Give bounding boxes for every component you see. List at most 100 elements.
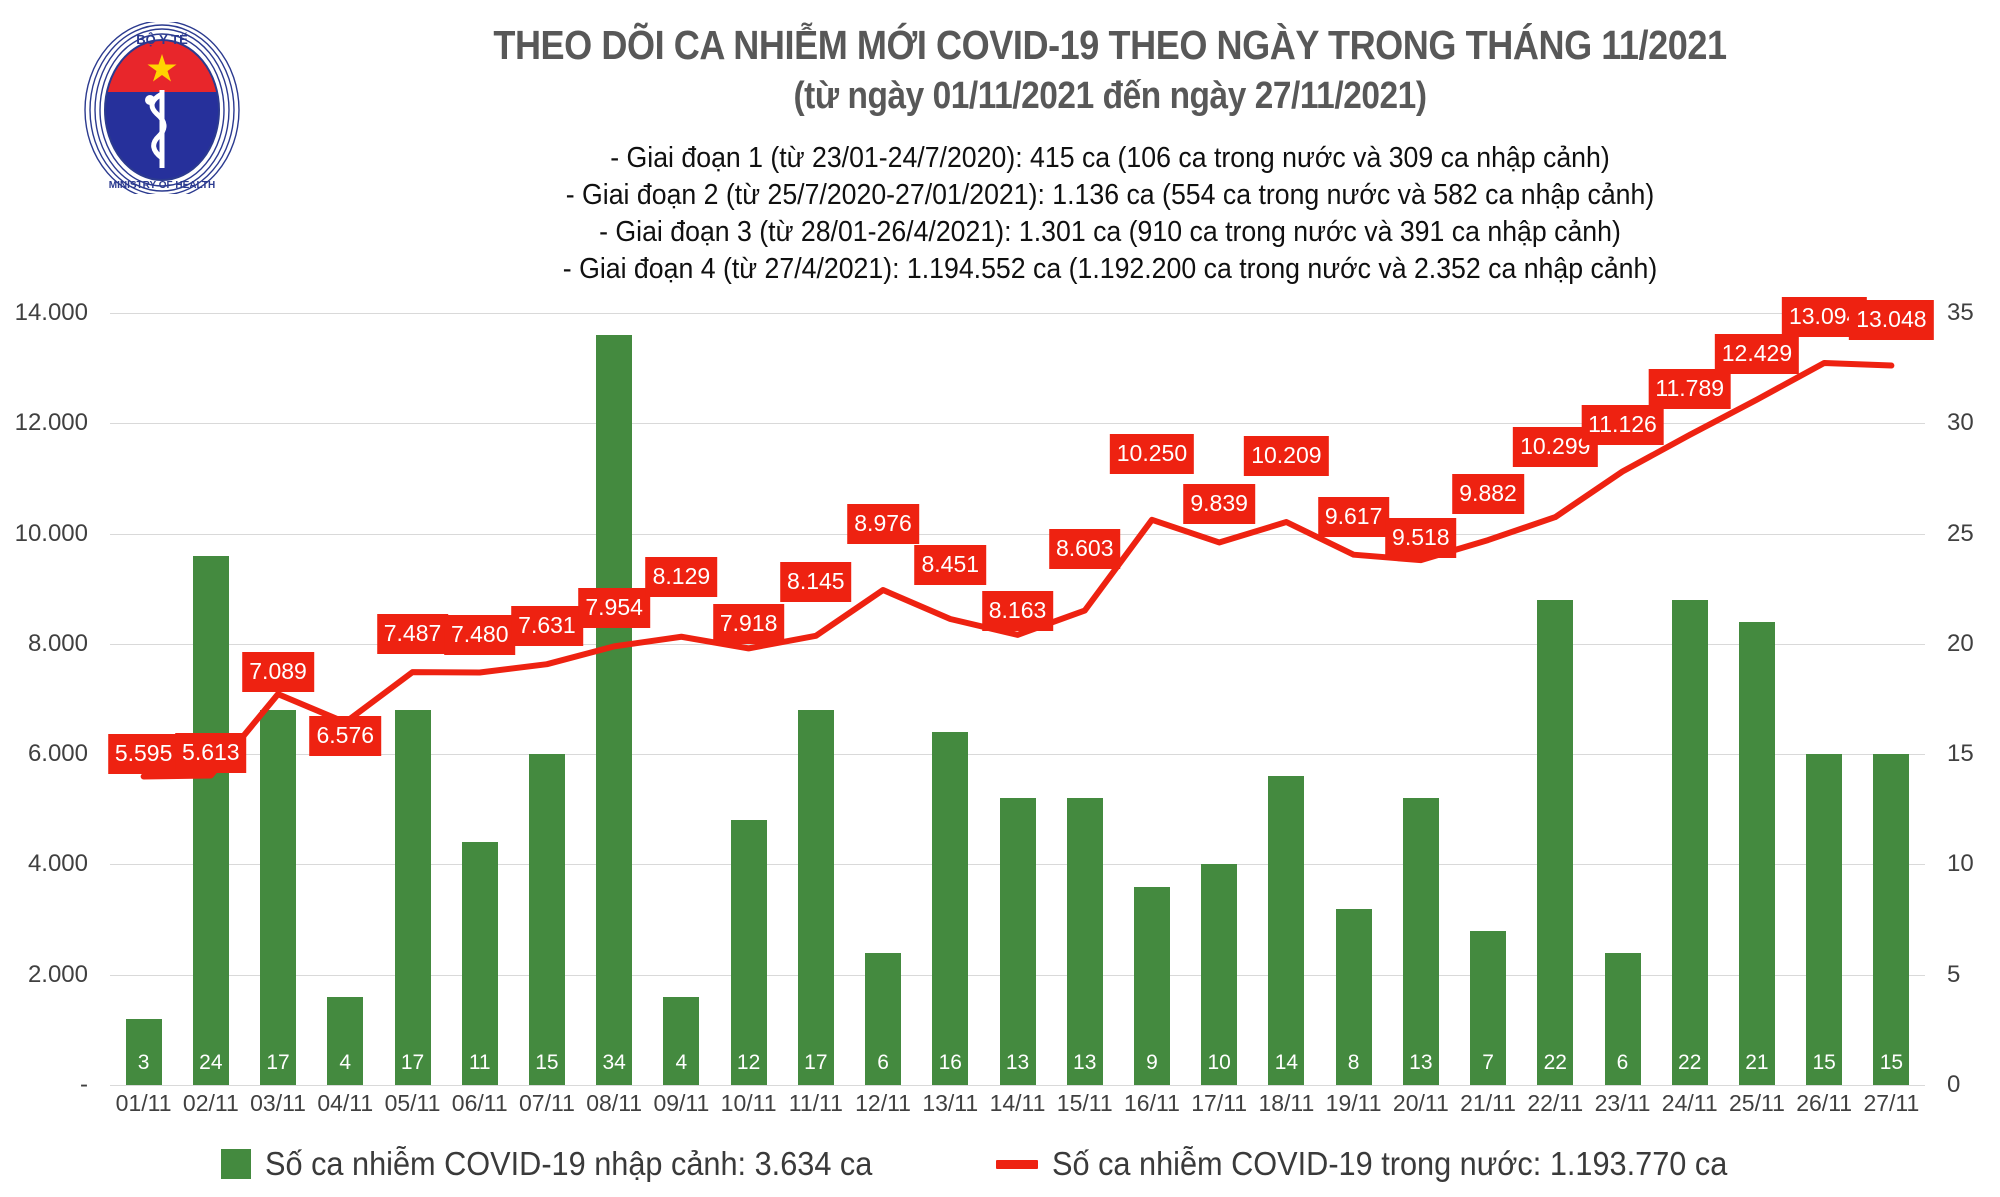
x-axis-tick: 27/11 (1863, 1090, 1920, 1116)
line-value-label: 8.603 (1048, 528, 1121, 569)
line-swatch-icon (996, 1159, 1039, 1169)
x-axis-tick: 21/11 (1460, 1090, 1516, 1116)
line-value-label: 9.617 (1317, 496, 1390, 537)
x-axis-tick: 13/11 (922, 1090, 979, 1116)
bar-imported-cases: 24 (192, 555, 229, 1085)
title-main-line: THEO DÕI CA NHIỄM MỚI COVID-19 THEO NGÀY… (493, 22, 1727, 68)
bar-imported-cases: 4 (663, 996, 700, 1085)
line-value-label: 8.145 (780, 561, 852, 602)
phase-summary-list: - Giai đoạn 1 (từ 23/01-24/7/2020): 415 … (330, 140, 1890, 288)
phase-line-3: - Giai đoạn 3 (từ 28/01-26/4/2021): 1.30… (599, 216, 1621, 248)
bar-value-label: 9 (1146, 1051, 1158, 1074)
bar-swatch-icon (221, 1149, 252, 1179)
gridline (110, 754, 1925, 756)
bar-value-label: 34 (602, 1051, 626, 1074)
bar-imported-cases: 16 (932, 732, 969, 1085)
bar-value-label: 13 (1409, 1051, 1433, 1074)
x-axis-tick: 11/11 (788, 1090, 843, 1116)
bar-imported-cases: 17 (797, 710, 834, 1085)
line-value-label: 6.576 (309, 716, 382, 757)
bar-value-label: 8 (1347, 1051, 1360, 1074)
bar-imported-cases: 13 (1066, 798, 1103, 1085)
line-value-label: 8.976 (847, 504, 919, 545)
line-value-label: 5.613 (175, 733, 247, 774)
line-value-label: 7.918 (712, 604, 785, 645)
title-sub-line: (từ ngày 01/11/2021 đến ngày 27/11/2021) (793, 75, 1427, 117)
x-axis-tick: 16/11 (1124, 1090, 1180, 1116)
bar-imported-cases: 10 (1201, 864, 1238, 1085)
bar-value-label: 22 (1543, 1051, 1567, 1074)
bar-value-label: 13 (1005, 1051, 1030, 1074)
x-axis-tick: 06/11 (451, 1090, 508, 1116)
bar-imported-cases: 8 (1335, 908, 1372, 1085)
x-axis-labels: 01/11 02/11 03/11 04/11 05/11 06/11 07/11 08/11… (110, 1090, 1925, 1134)
x-axis-tick: 25/11 (1729, 1090, 1785, 1116)
x-axis-tick: 23/11 (1594, 1090, 1651, 1116)
bar-value-label: 10 (1207, 1051, 1231, 1074)
bar-imported-cases: 6 (1604, 952, 1641, 1085)
chart-plot-area: 3 24 17 4 17 11 15 34 4 12 17 6 16 13 13 9 10 14 8 13 7 22 6 22… (107, 296, 1934, 1086)
bar-imported-cases: 13 (999, 798, 1036, 1085)
bar-value-label: 6 (877, 1051, 889, 1074)
bar-imported-cases: 14 (1268, 776, 1305, 1085)
bar-imported-cases: 21 (1738, 621, 1775, 1085)
bar-value-label: 21 (1745, 1051, 1769, 1074)
y-left-tick: 6.000 (27, 740, 88, 768)
bar-value-label: 17 (400, 1051, 425, 1074)
bar-value-label: 17 (266, 1051, 290, 1074)
x-axis-tick: 12/11 (855, 1090, 911, 1116)
x-axis-tick: 02/11 (182, 1090, 239, 1116)
chart-legend: Số ca nhiễm COVID-19 nhập cảnh: 3.634 ca… (0, 1133, 2000, 1195)
bar-imported-cases: 15 (528, 754, 565, 1085)
bar-imported-cases: 15 (1873, 754, 1910, 1085)
legend-item-imported: Số ca nhiễm COVID-19 nhập cảnh: 3.634 ca (221, 1145, 918, 1183)
x-axis-tick: 03/11 (250, 1090, 306, 1116)
x-axis-tick: 20/11 (1392, 1090, 1449, 1116)
y-left-tick: 2.000 (27, 960, 88, 988)
bar-imported-cases: 22 (1537, 599, 1574, 1085)
line-value-label: 13.048 (1849, 299, 1934, 340)
logo-text-top: BỘ Y TẾ (136, 32, 188, 47)
bar-imported-cases: 15 (1806, 754, 1843, 1085)
ministry-of-health-logo: BỘ Y TẾ MINISTRY OF HEALTH (78, 20, 246, 200)
y-left-tick: 4.000 (27, 850, 88, 878)
bar-imported-cases: 17 (394, 710, 431, 1085)
y-left-tick: 14.000 (14, 299, 88, 326)
bar-imported-cases: 12 (730, 820, 767, 1085)
bar-value-label: 15 (1879, 1051, 1904, 1074)
bar-value-label: 7 (1482, 1051, 1494, 1074)
line-value-label: 9.882 (1452, 474, 1524, 515)
line-series (140, 359, 1895, 780)
x-axis-tick: 15/11 (1056, 1090, 1113, 1116)
line-value-label: 8.163 (981, 590, 1054, 631)
x-axis-tick: 18/11 (1258, 1090, 1315, 1116)
y-left-tick: 10.000 (14, 519, 88, 547)
gridline (110, 423, 1925, 425)
y-left-tick: 8.000 (27, 629, 88, 657)
x-axis-tick: 05/11 (384, 1090, 441, 1116)
bar-imported-cases: 3 (125, 1018, 162, 1085)
logo-text-bottom: MINISTRY OF HEALTH (109, 180, 215, 191)
x-axis-tick: 17/11 (1191, 1090, 1248, 1116)
legend-label-domestic: Số ca nhiễm COVID-19 trong nước: 1.193.7… (1052, 1145, 1728, 1182)
bar-imported-cases: 7 (1470, 930, 1507, 1085)
bar-imported-cases: 13 (1402, 798, 1439, 1085)
y-axis-right: 35 30 25 20 15 10 5 0 (1935, 301, 2000, 1097)
line-value-label: 11.126 (1581, 405, 1664, 446)
line-value-label: 8.451 (914, 544, 987, 585)
x-axis-tick: 01/11 (115, 1090, 172, 1116)
bar-value-label: 22 (1678, 1051, 1702, 1074)
line-value-label: 10.250 (1109, 433, 1195, 474)
y-right-tick: 5 (1947, 960, 1961, 988)
line-value-label: 7.089 (242, 652, 314, 693)
x-axis-tick: 04/11 (317, 1090, 374, 1116)
x-axis-tick: 14/11 (989, 1090, 1046, 1116)
y-right-tick: 35 (1947, 299, 1974, 326)
line-value-label: 5.595 (107, 734, 180, 775)
line-value-label: 8.129 (645, 556, 718, 597)
gridline (110, 1085, 1925, 1086)
x-axis-tick: 19/11 (1325, 1090, 1382, 1116)
y-right-tick: 30 (1947, 409, 1974, 437)
bar-imported-cases: 6 (865, 952, 902, 1085)
bar-imported-cases: 4 (327, 996, 364, 1085)
